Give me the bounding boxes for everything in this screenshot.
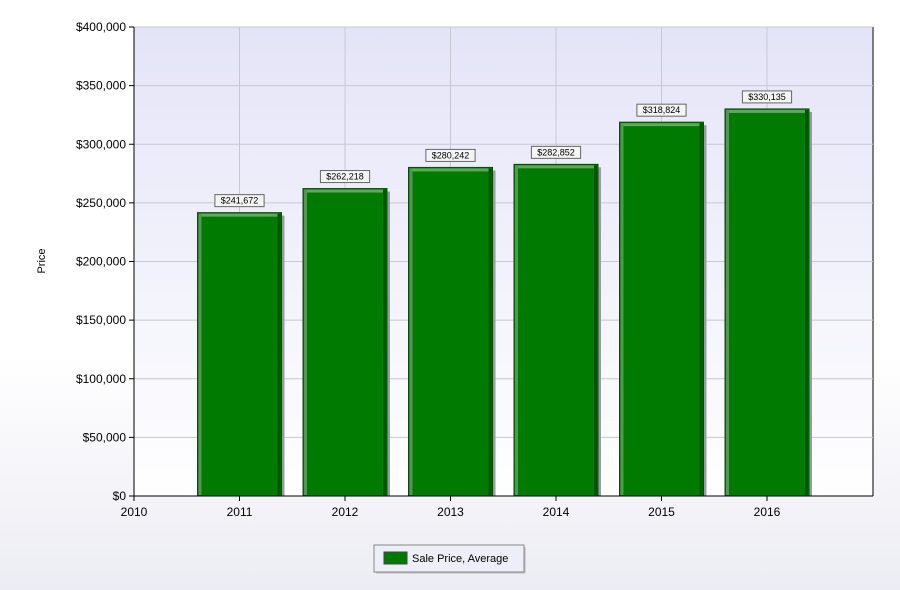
- bars: $241,672 $262,218 $280,242 $282,852 $318,824…: [197, 90, 812, 497]
- data-label-box: [530, 145, 582, 159]
- y-tick-label: $50,000: [83, 430, 127, 444]
- y-tick-label: $200,000: [76, 255, 126, 269]
- bar-left-highlight: [515, 165, 518, 496]
- y-tick-label: $350,000: [76, 79, 126, 93]
- y-ticks: $0 $50,000 $100,000 $150,000 $200,000 $250,00…: [76, 20, 134, 503]
- y-tick-label: $400,000: [76, 20, 126, 34]
- bar-left-highlight: [198, 213, 202, 495]
- data-label-box: [741, 90, 793, 104]
- data-label: $262,218: [326, 172, 364, 182]
- bar-body: [619, 121, 704, 497]
- bar-body: [197, 212, 282, 497]
- bar-body: [408, 166, 493, 497]
- bar-2015: $318,824: [619, 103, 707, 497]
- bar-left-highlight: [304, 189, 307, 496]
- data-label-box: [319, 170, 371, 184]
- y-tick-label: $150,000: [76, 313, 126, 327]
- y-axis-title: Price: [36, 248, 48, 273]
- bar-top-highlight: [726, 109, 808, 113]
- x-ticks: 2010 2011 2012 2013 2014 2015 2016: [121, 496, 781, 519]
- bar-2016: $330,135: [724, 90, 812, 497]
- bar-top-highlight: [620, 123, 703, 127]
- bar-right-shade: [699, 123, 703, 495]
- y-tick-label: $300,000: [76, 137, 126, 151]
- y-tick-label: $250,000: [76, 196, 126, 210]
- data-label-box: [214, 194, 265, 208]
- legend-label: Sale Price, Average: [412, 553, 508, 565]
- data-label: $330,135: [748, 92, 786, 102]
- x-tick-label: 2015: [648, 505, 675, 519]
- bar-body: [513, 163, 599, 497]
- data-label: $282,852: [537, 147, 575, 157]
- bar-left-highlight: [726, 109, 729, 495]
- bar-right-shade: [805, 109, 808, 495]
- bar-top-highlight: [515, 165, 597, 169]
- data-label: $280,242: [432, 150, 470, 160]
- bar-2013: $280,242: [408, 148, 496, 497]
- data-label: $241,672: [221, 196, 259, 206]
- bar-right-shade: [277, 213, 281, 495]
- bar-right-shade: [383, 189, 386, 496]
- bar-2014: $282,852: [513, 145, 601, 497]
- x-tick-label: 2012: [332, 505, 359, 519]
- bar-top-highlight: [304, 189, 386, 193]
- bar-right-shade: [488, 168, 492, 495]
- x-tick-label: 2014: [543, 505, 570, 519]
- bar-body: [724, 108, 810, 497]
- x-tick-label: 2010: [121, 505, 148, 519]
- legend-swatch: [383, 551, 408, 565]
- bar-right-shade: [594, 165, 597, 496]
- y-tick-label: $100,000: [76, 372, 126, 386]
- x-tick-label: 2013: [437, 505, 464, 519]
- x-tick-label: 2011: [227, 505, 253, 519]
- x-tick-label: 2016: [754, 505, 781, 519]
- bar-body: [302, 188, 388, 497]
- bar-2011: $241,672: [197, 194, 285, 497]
- data-label-box: [425, 148, 476, 162]
- data-label-box: [636, 103, 687, 117]
- bar-left-highlight: [620, 123, 624, 495]
- legend: Sale Price, Average: [373, 544, 526, 574]
- bar-top-highlight: [409, 168, 492, 172]
- data-label: $318,824: [643, 105, 681, 115]
- bar-2012: $262,218: [302, 170, 390, 497]
- bar-left-highlight: [409, 168, 413, 495]
- y-tick-label: $0: [113, 489, 127, 503]
- bar-top-highlight: [198, 213, 281, 217]
